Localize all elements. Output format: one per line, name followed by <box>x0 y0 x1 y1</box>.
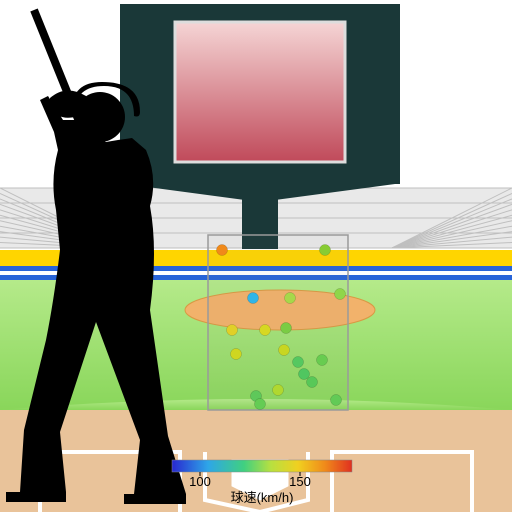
colorbar-tick-label: 150 <box>289 474 311 489</box>
pitch-dot <box>331 395 342 406</box>
pitch-dot <box>320 245 331 256</box>
pitch-dot <box>307 377 318 388</box>
pitch-dot <box>335 289 346 300</box>
strike-zone <box>208 235 348 410</box>
colorbar-label: 球速(km/h) <box>231 490 294 505</box>
scoreboard-screen <box>175 22 345 162</box>
pitch-dot <box>248 293 259 304</box>
colorbar-tick-label: 100 <box>189 474 211 489</box>
pitch-dot <box>293 357 304 368</box>
pitch-dot <box>227 325 238 336</box>
pitch-dot <box>260 325 271 336</box>
pitch-dot <box>299 369 310 380</box>
pitch-dot <box>273 385 284 396</box>
pitch-dot <box>217 245 228 256</box>
pitch-dot <box>255 399 266 410</box>
pitch-dot <box>285 293 296 304</box>
speed-colorbar <box>172 460 352 472</box>
pitch-dot <box>231 349 242 360</box>
pitch-dot <box>281 323 292 334</box>
pitch-dot <box>317 355 328 366</box>
pitch-dot <box>279 345 290 356</box>
